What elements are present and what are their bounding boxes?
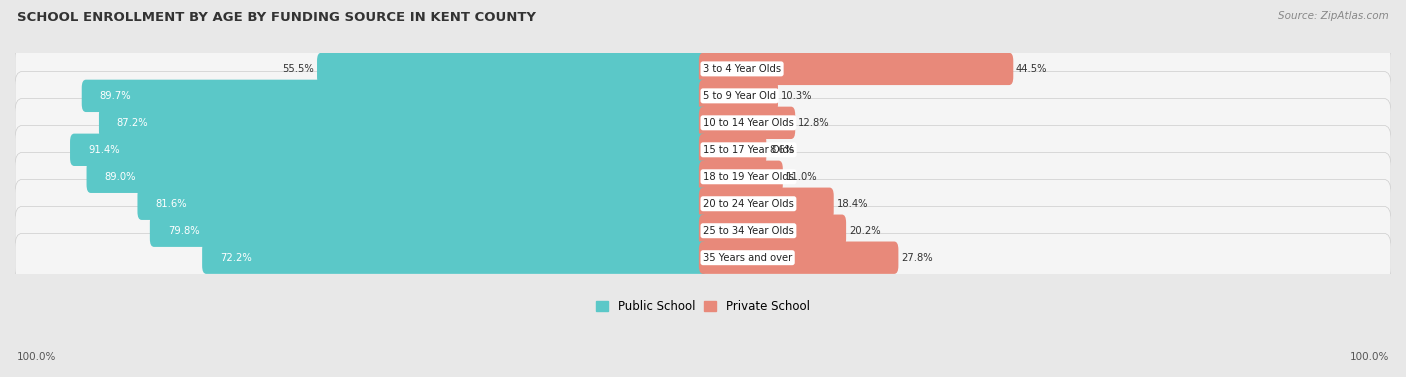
Text: 8.6%: 8.6% xyxy=(769,145,794,155)
FancyBboxPatch shape xyxy=(15,44,1391,93)
Text: SCHOOL ENROLLMENT BY AGE BY FUNDING SOURCE IN KENT COUNTY: SCHOOL ENROLLMENT BY AGE BY FUNDING SOUR… xyxy=(17,11,536,24)
Text: 35 Years and over: 35 Years and over xyxy=(703,253,792,263)
Text: 89.7%: 89.7% xyxy=(100,91,131,101)
FancyBboxPatch shape xyxy=(138,188,707,220)
FancyBboxPatch shape xyxy=(15,179,1391,228)
Text: 89.0%: 89.0% xyxy=(104,172,136,182)
Text: 12.8%: 12.8% xyxy=(799,118,830,128)
FancyBboxPatch shape xyxy=(699,242,898,274)
FancyBboxPatch shape xyxy=(70,133,707,166)
FancyBboxPatch shape xyxy=(699,215,846,247)
Text: 3 to 4 Year Olds: 3 to 4 Year Olds xyxy=(703,64,782,74)
FancyBboxPatch shape xyxy=(699,188,834,220)
Text: 100.0%: 100.0% xyxy=(1350,352,1389,362)
Text: 5 to 9 Year Old: 5 to 9 Year Old xyxy=(703,91,776,101)
FancyBboxPatch shape xyxy=(15,153,1391,201)
Text: Source: ZipAtlas.com: Source: ZipAtlas.com xyxy=(1278,11,1389,21)
Text: 10.3%: 10.3% xyxy=(780,91,813,101)
FancyBboxPatch shape xyxy=(15,233,1391,282)
Text: 87.2%: 87.2% xyxy=(117,118,149,128)
Legend: Public School, Private School: Public School, Private School xyxy=(593,297,813,317)
Text: 20 to 24 Year Olds: 20 to 24 Year Olds xyxy=(703,199,794,209)
Text: 44.5%: 44.5% xyxy=(1017,64,1047,74)
Text: 81.6%: 81.6% xyxy=(155,199,187,209)
FancyBboxPatch shape xyxy=(316,53,707,85)
FancyBboxPatch shape xyxy=(98,107,707,139)
Text: 72.2%: 72.2% xyxy=(219,253,252,263)
FancyBboxPatch shape xyxy=(202,242,707,274)
Text: 79.8%: 79.8% xyxy=(167,226,200,236)
FancyBboxPatch shape xyxy=(15,98,1391,147)
FancyBboxPatch shape xyxy=(699,133,766,166)
Text: 18 to 19 Year Olds: 18 to 19 Year Olds xyxy=(703,172,794,182)
Text: 10 to 14 Year Olds: 10 to 14 Year Olds xyxy=(703,118,794,128)
FancyBboxPatch shape xyxy=(699,161,783,193)
FancyBboxPatch shape xyxy=(699,53,1014,85)
FancyBboxPatch shape xyxy=(87,161,707,193)
Text: 55.5%: 55.5% xyxy=(283,64,315,74)
FancyBboxPatch shape xyxy=(15,126,1391,174)
Text: 20.2%: 20.2% xyxy=(849,226,880,236)
FancyBboxPatch shape xyxy=(15,207,1391,255)
FancyBboxPatch shape xyxy=(15,72,1391,120)
Text: 18.4%: 18.4% xyxy=(837,199,868,209)
FancyBboxPatch shape xyxy=(699,107,796,139)
FancyBboxPatch shape xyxy=(150,215,707,247)
Text: 15 to 17 Year Olds: 15 to 17 Year Olds xyxy=(703,145,794,155)
Text: 11.0%: 11.0% xyxy=(786,172,817,182)
FancyBboxPatch shape xyxy=(82,80,707,112)
Text: 91.4%: 91.4% xyxy=(89,145,120,155)
Text: 100.0%: 100.0% xyxy=(17,352,56,362)
FancyBboxPatch shape xyxy=(699,80,778,112)
Text: 27.8%: 27.8% xyxy=(901,253,932,263)
Text: 25 to 34 Year Olds: 25 to 34 Year Olds xyxy=(703,226,794,236)
